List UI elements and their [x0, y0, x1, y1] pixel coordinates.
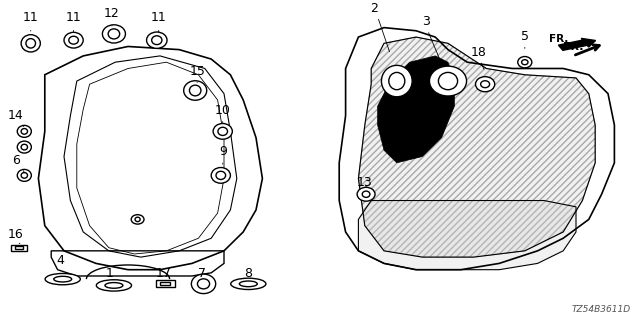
Text: 13: 13	[357, 176, 372, 188]
Ellipse shape	[362, 191, 370, 197]
Ellipse shape	[17, 125, 31, 137]
Ellipse shape	[45, 274, 81, 285]
Ellipse shape	[21, 35, 40, 52]
Ellipse shape	[481, 81, 490, 88]
Ellipse shape	[218, 127, 228, 135]
Text: 8: 8	[244, 267, 252, 280]
Polygon shape	[358, 37, 595, 257]
Text: 12: 12	[104, 7, 120, 20]
Text: 4: 4	[57, 254, 65, 267]
Text: 6: 6	[12, 154, 20, 167]
Text: 1: 1	[106, 267, 114, 280]
Text: FR.: FR.	[549, 34, 568, 44]
Text: 3: 3	[422, 15, 429, 28]
Ellipse shape	[189, 85, 201, 96]
Ellipse shape	[429, 66, 467, 96]
Polygon shape	[358, 201, 576, 270]
Ellipse shape	[26, 39, 35, 48]
Ellipse shape	[17, 141, 31, 153]
FancyBboxPatch shape	[160, 282, 170, 285]
Ellipse shape	[522, 60, 528, 65]
Text: 9: 9	[219, 145, 227, 158]
Text: 2: 2	[371, 2, 378, 15]
Ellipse shape	[239, 281, 257, 287]
Ellipse shape	[135, 217, 140, 221]
Ellipse shape	[438, 72, 458, 90]
Polygon shape	[378, 56, 454, 163]
Ellipse shape	[357, 187, 375, 201]
Ellipse shape	[21, 129, 28, 134]
Ellipse shape	[184, 81, 207, 100]
Ellipse shape	[231, 278, 266, 290]
Ellipse shape	[197, 279, 210, 289]
Ellipse shape	[211, 167, 230, 183]
Ellipse shape	[476, 77, 495, 92]
Ellipse shape	[102, 25, 125, 43]
Ellipse shape	[108, 29, 120, 39]
Text: 11: 11	[66, 12, 81, 24]
Ellipse shape	[381, 65, 412, 97]
Ellipse shape	[389, 72, 405, 90]
Ellipse shape	[191, 274, 216, 293]
Ellipse shape	[518, 57, 532, 68]
Ellipse shape	[213, 124, 232, 139]
Text: FR.: FR.	[563, 42, 584, 52]
Text: 10: 10	[215, 104, 230, 116]
Text: 5: 5	[521, 30, 529, 43]
Ellipse shape	[152, 36, 162, 44]
Ellipse shape	[21, 172, 28, 178]
FancyArrow shape	[559, 38, 596, 50]
Ellipse shape	[17, 169, 31, 181]
Ellipse shape	[21, 144, 28, 150]
Text: TZ54B3611D: TZ54B3611D	[572, 305, 630, 314]
Ellipse shape	[147, 32, 167, 48]
Ellipse shape	[216, 171, 226, 180]
Ellipse shape	[96, 280, 132, 291]
Text: 11: 11	[151, 12, 166, 24]
Ellipse shape	[69, 36, 79, 44]
Text: 18: 18	[471, 46, 486, 59]
Text: 14: 14	[8, 109, 24, 122]
FancyBboxPatch shape	[15, 246, 23, 249]
FancyBboxPatch shape	[156, 280, 175, 287]
Text: 16: 16	[8, 228, 24, 241]
Text: 17: 17	[156, 267, 171, 280]
Ellipse shape	[64, 32, 83, 48]
Ellipse shape	[54, 276, 72, 282]
Ellipse shape	[131, 215, 144, 224]
FancyBboxPatch shape	[11, 245, 27, 251]
Text: 11: 11	[23, 12, 38, 24]
Text: 15: 15	[189, 65, 205, 78]
Text: 7: 7	[198, 267, 205, 280]
Ellipse shape	[105, 283, 123, 288]
